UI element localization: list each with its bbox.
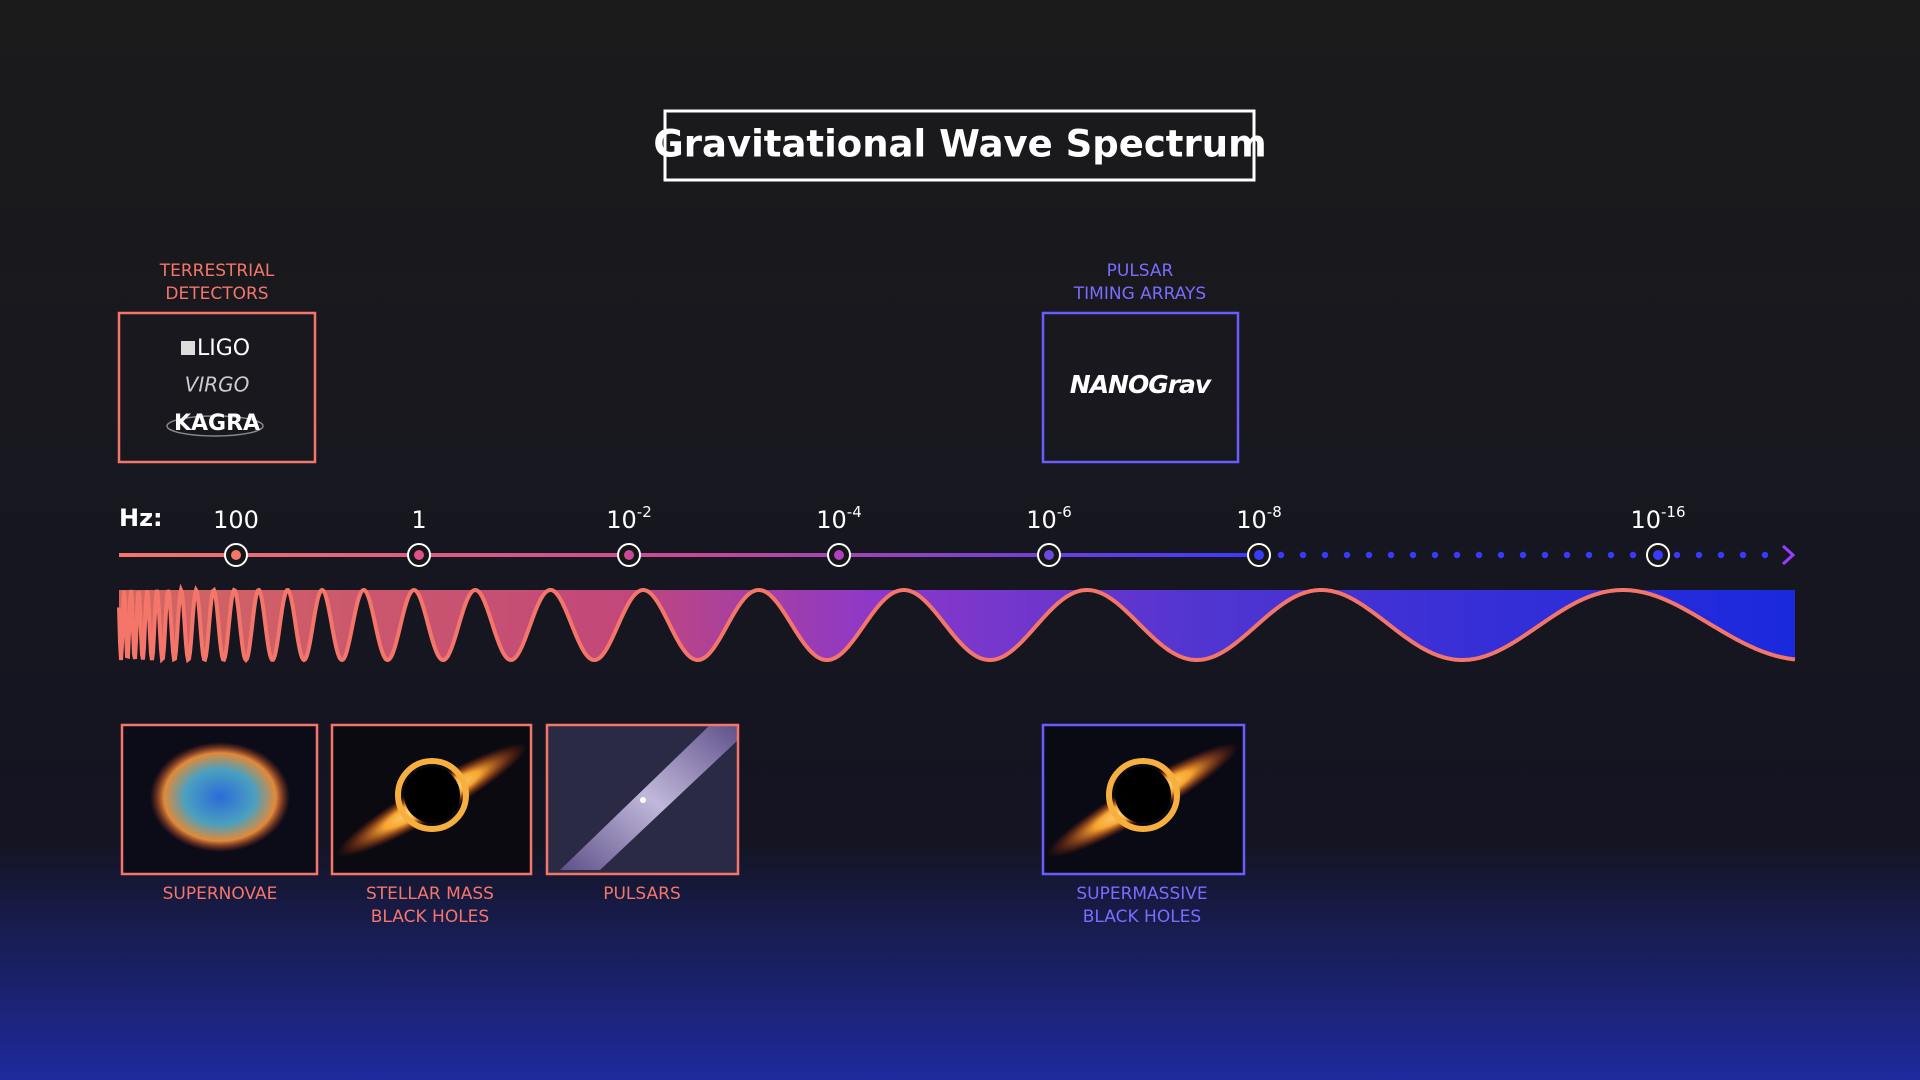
tick-label: 100 — [213, 506, 259, 534]
logo: NANOGrav — [1070, 370, 1212, 399]
axis-dot — [1321, 551, 1329, 559]
axis-arrow — [1781, 544, 1796, 566]
tick-dot — [1044, 550, 1054, 560]
black-hole-image — [332, 725, 531, 874]
detector-label: DETECTORS — [165, 284, 268, 304]
source-label: STELLAR MASS — [366, 884, 494, 904]
axis-dot — [1387, 551, 1395, 559]
tick-base: 10 — [816, 506, 847, 534]
tick-base: 1 — [411, 506, 426, 534]
axis-dot — [1717, 551, 1725, 559]
axis-dot — [1475, 551, 1483, 559]
tick-exponent: -8 — [1267, 503, 1282, 521]
ligo-icon — [181, 341, 195, 355]
axis-dot — [1607, 551, 1615, 559]
image-frame — [330, 723, 533, 876]
source-label: PULSARS — [603, 884, 681, 904]
axis-dot — [1497, 551, 1505, 559]
tick-label: 10-6 — [1026, 503, 1072, 535]
axis-dot — [1673, 551, 1681, 559]
tick-dot — [834, 550, 844, 560]
detector-label: TIMING ARRAYS — [1073, 284, 1206, 304]
source-label: BLACK HOLES — [371, 907, 489, 927]
axis-dot — [1453, 551, 1461, 559]
tick-dot — [624, 550, 634, 560]
logo: LIGO — [197, 336, 250, 361]
logo: VIRGO — [185, 373, 250, 397]
tick-exponent: -16 — [1661, 503, 1686, 521]
source-label: SUPERNOVAE — [163, 884, 278, 904]
detector-label: TERRESTRIAL — [159, 261, 275, 281]
axis-dot — [1563, 551, 1571, 559]
axis-dot — [1739, 551, 1747, 559]
tick-base: 10 — [606, 506, 637, 534]
tick-exponent: -6 — [1057, 503, 1072, 521]
axis-dot — [1299, 551, 1307, 559]
axis-dot — [1629, 551, 1637, 559]
tick-dot — [1254, 550, 1264, 560]
spectrum-glow — [119, 590, 1795, 660]
axis-dot — [1409, 551, 1417, 559]
source-label: SUPERMASSIVE — [1076, 884, 1207, 904]
tick-label: 10-4 — [816, 503, 862, 535]
axis-dot — [1541, 551, 1549, 559]
tick-dot — [414, 550, 424, 560]
axis-dot — [1519, 551, 1527, 559]
tick-dot — [1653, 550, 1663, 560]
tick-exponent: -2 — [637, 503, 652, 521]
logo: KAGRA — [174, 411, 260, 436]
tick-exponent: -4 — [847, 503, 862, 521]
source-label: BLACK HOLES — [1083, 907, 1201, 927]
image-frame — [1041, 723, 1246, 876]
detector-box — [117, 311, 317, 464]
wave — [117, 583, 1796, 664]
tick-dot — [231, 550, 241, 560]
tick-label: 1 — [411, 506, 426, 534]
tick-label: 10-16 — [1630, 503, 1685, 535]
image-frame — [120, 723, 319, 876]
axis-dot — [1431, 551, 1439, 559]
tick-base: 10 — [1236, 506, 1267, 534]
tick-base: 10 — [1630, 506, 1661, 534]
axis-dot — [1365, 551, 1373, 559]
title: Gravitational Wave Spectrum — [653, 123, 1266, 166]
supernova-image — [122, 725, 317, 874]
axis-unit: Hz: — [119, 504, 163, 532]
axis-dot — [1343, 551, 1351, 559]
detector-box — [1041, 311, 1240, 464]
pulsar-image — [547, 725, 738, 874]
axis-dot — [1277, 551, 1285, 559]
image-frame — [545, 723, 740, 876]
axis-dot — [1585, 551, 1593, 559]
axis-dot — [1761, 551, 1769, 559]
axis-dot — [1695, 551, 1703, 559]
supermassive-black-hole-image — [1043, 725, 1244, 874]
tick-base: 10 — [1026, 506, 1057, 534]
detector-label: PULSAR — [1107, 261, 1174, 281]
tick-label: 10-2 — [606, 503, 652, 535]
tick-label: 10-8 — [1236, 503, 1282, 535]
title-box — [663, 109, 1256, 182]
tick-base: 100 — [213, 506, 259, 534]
kagra-ring — [166, 415, 264, 437]
